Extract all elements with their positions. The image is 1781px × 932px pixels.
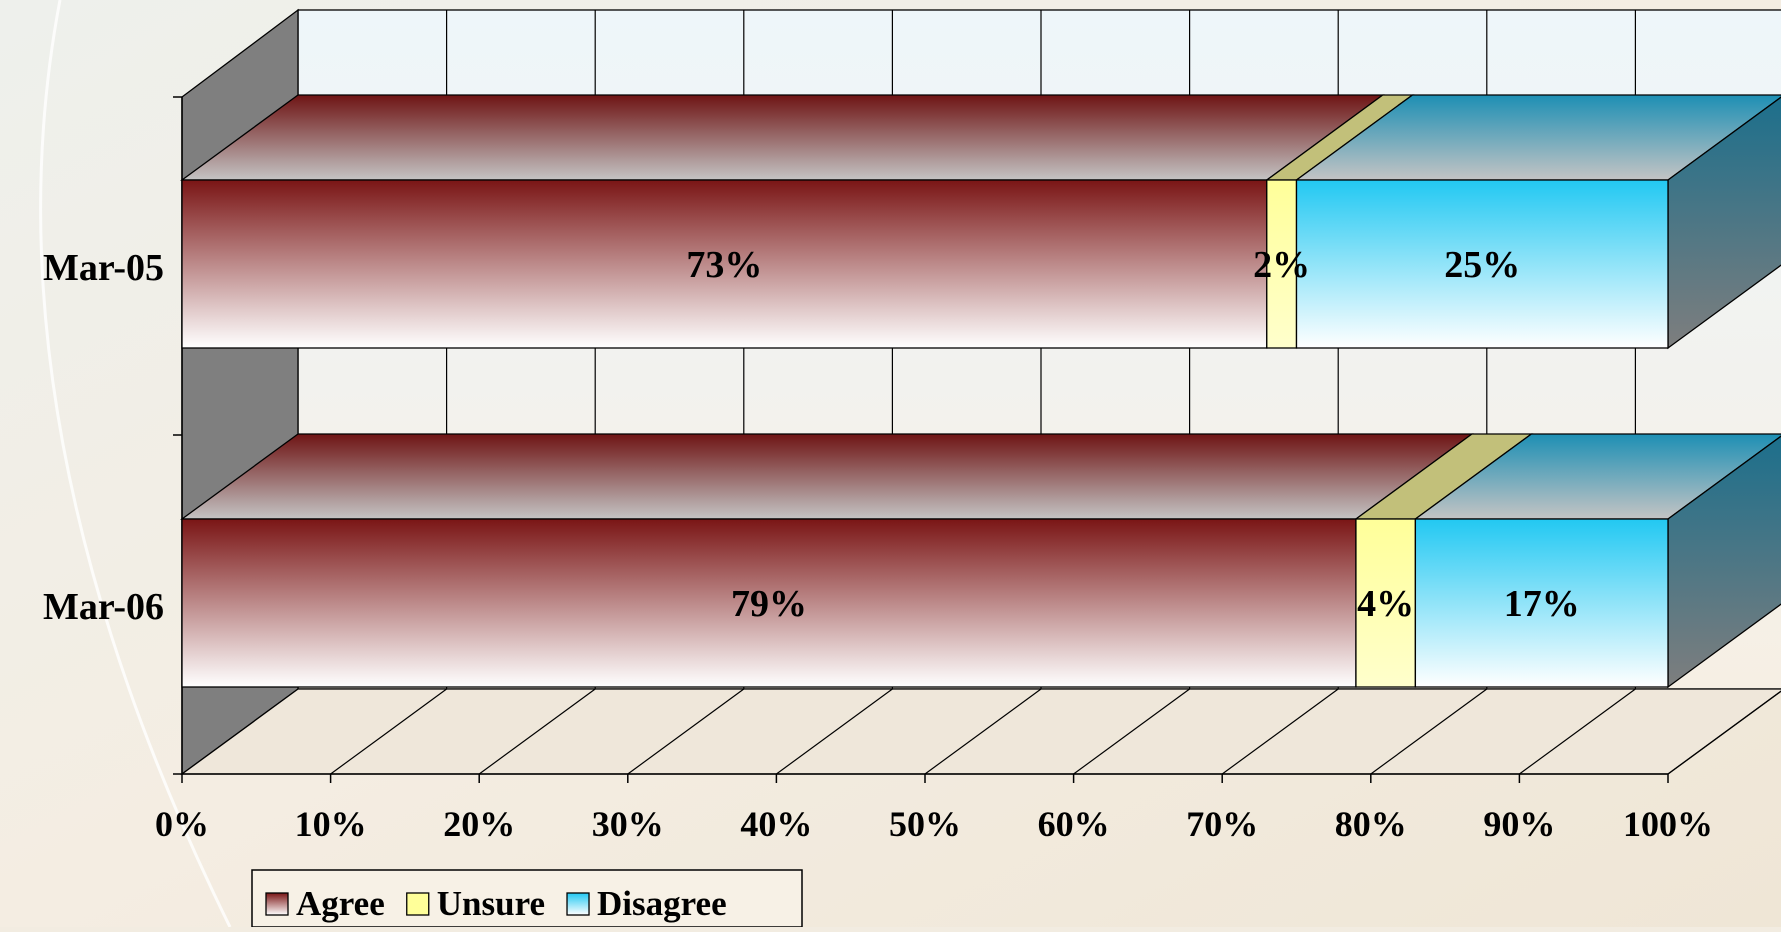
legend-label-disagree: Disagree bbox=[597, 884, 727, 923]
data-label: 25% bbox=[1444, 244, 1520, 286]
data-label: 2% bbox=[1253, 244, 1310, 286]
category-label: Mar-06 bbox=[43, 586, 164, 628]
x-tick-label: 50% bbox=[889, 804, 961, 844]
x-tick-label: 70% bbox=[1186, 804, 1258, 844]
floor bbox=[182, 689, 1781, 774]
data-label: 73% bbox=[686, 244, 762, 286]
legend-swatch-agree bbox=[266, 893, 288, 915]
x-tick-label: 80% bbox=[1335, 804, 1407, 844]
bar-top-agree bbox=[182, 95, 1383, 180]
category-label: Mar-05 bbox=[43, 247, 164, 289]
data-label: 17% bbox=[1504, 583, 1580, 625]
data-label: 79% bbox=[731, 583, 807, 625]
data-label: 4% bbox=[1357, 583, 1414, 625]
x-tick-label: 100% bbox=[1623, 804, 1713, 844]
x-tick-label: 20% bbox=[443, 804, 515, 844]
bar-top-agree bbox=[182, 434, 1472, 519]
x-tick-label: 90% bbox=[1483, 804, 1555, 844]
x-tick-label: 30% bbox=[592, 804, 664, 844]
x-tick-label: 40% bbox=[740, 804, 812, 844]
legend-label-agree: Agree bbox=[296, 884, 385, 923]
x-tick-label: 60% bbox=[1038, 804, 1110, 844]
legend-label-unsure: Unsure bbox=[437, 884, 545, 923]
x-tick-label: 0% bbox=[155, 804, 209, 844]
legend-swatch-disagree bbox=[567, 893, 589, 915]
legend-swatch-unsure bbox=[407, 893, 429, 915]
x-tick-label: 10% bbox=[295, 804, 367, 844]
